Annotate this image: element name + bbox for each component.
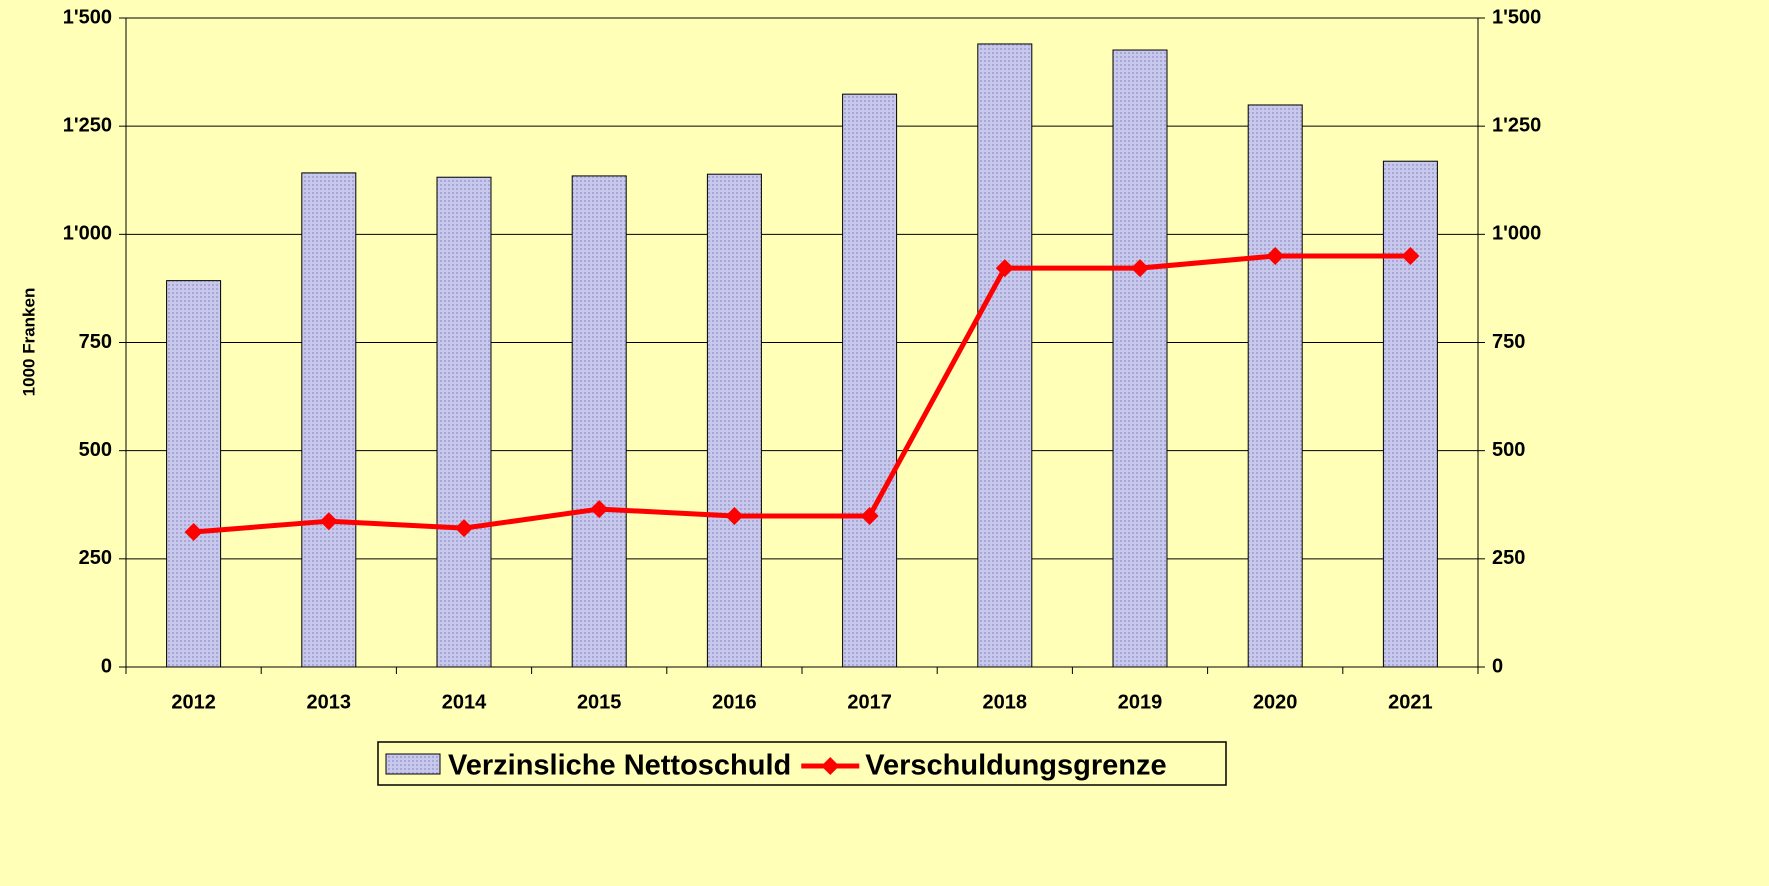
line-marker — [184, 523, 203, 542]
y2-tick-label: 250 — [1492, 547, 1525, 569]
bar — [301, 172, 357, 668]
y2-tick-label: 1'500 — [1492, 6, 1541, 28]
x-tick-label: 2019 — [1118, 691, 1163, 713]
line-marker — [860, 506, 879, 525]
legend-label: Verschuldungsgrenze — [865, 750, 1166, 782]
x-tick-label: 2013 — [307, 691, 352, 713]
x-tick-label: 2012 — [171, 691, 216, 713]
x-tick-label: 2016 — [712, 691, 757, 713]
legend-swatch — [385, 753, 441, 775]
x-tick-label: 2021 — [1388, 691, 1433, 713]
bar — [571, 175, 627, 668]
y2-tick-label: 0 — [1492, 655, 1503, 677]
bar — [1382, 160, 1438, 668]
bar — [706, 173, 762, 668]
x-tick-label: 2015 — [577, 691, 622, 713]
y2-tick-label: 500 — [1492, 439, 1525, 461]
line-marker — [1266, 246, 1285, 265]
legend-label: Verzinsliche Nettoschuld — [448, 750, 791, 782]
bar — [1112, 49, 1168, 668]
y-axis-label: 1000 Franken — [19, 288, 38, 397]
line-marker — [455, 519, 473, 538]
y-tick-label: 1'250 — [63, 114, 112, 136]
line — [193, 253, 1411, 535]
bar — [977, 43, 1033, 668]
y-tick-label: 250 — [79, 547, 112, 569]
line-marker — [590, 500, 609, 519]
line-marker — [995, 259, 1014, 278]
line-marker — [725, 506, 744, 525]
bar — [166, 280, 222, 668]
x-tick-label: 2014 — [442, 691, 487, 713]
line-marker — [319, 512, 338, 531]
x-tick-label: 2018 — [983, 691, 1028, 713]
y2-tick-label: 1'000 — [1492, 223, 1541, 245]
y-tick-label: 500 — [79, 439, 112, 461]
y2-tick-label: 750 — [1492, 331, 1525, 353]
line-marker — [1131, 259, 1149, 278]
bar — [436, 176, 492, 668]
x-tick-label: 2017 — [847, 691, 892, 713]
x-tick-label: 2020 — [1253, 691, 1298, 713]
y-tick-label: 1'000 — [63, 223, 112, 245]
y-tick-label: 1'500 — [63, 6, 112, 28]
y-tick-label: 750 — [79, 331, 112, 353]
y-tick-label: 0 — [101, 655, 112, 677]
legend-marker — [821, 757, 840, 775]
y2-tick-label: 1'250 — [1492, 114, 1541, 136]
line-marker — [1401, 246, 1420, 265]
bar — [842, 93, 898, 668]
bar — [1247, 104, 1303, 668]
